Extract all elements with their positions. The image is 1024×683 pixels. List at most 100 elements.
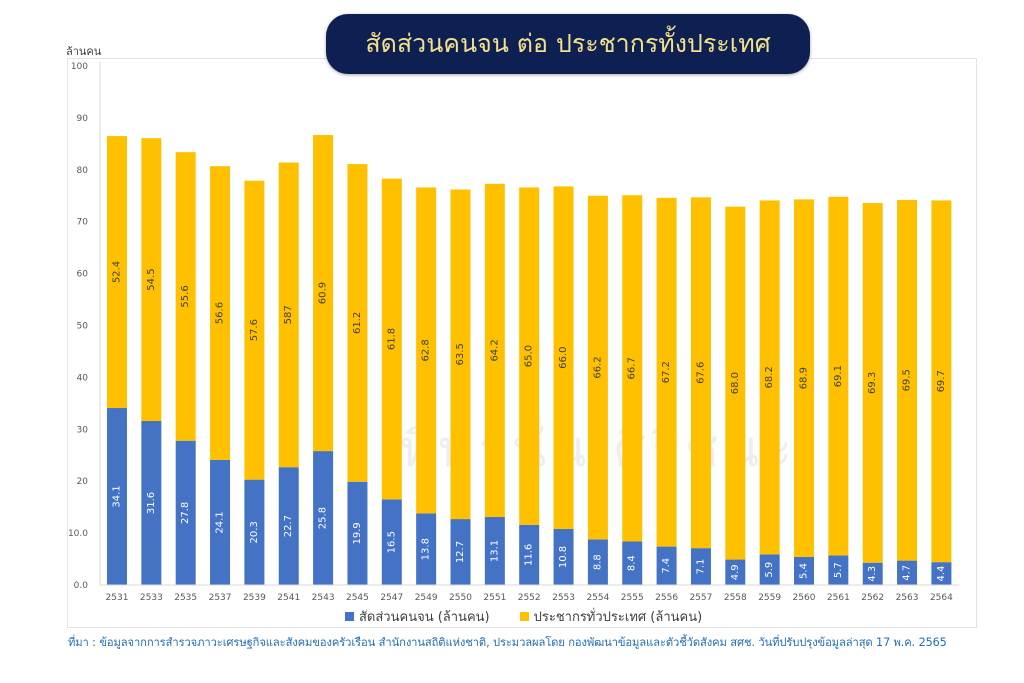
- bar-population: [175, 152, 196, 441]
- data-label-population: 65.0: [524, 345, 535, 367]
- x-tick-label: 2560: [793, 593, 816, 603]
- bar-poor: [107, 408, 127, 585]
- x-tick-label: 2551: [483, 593, 506, 603]
- data-label-population: 69.1: [833, 365, 844, 387]
- bars: 34.1 52.4 31.6 54.5 27.8 55.6 24.1 56.6 20.3 57.6…: [107, 135, 952, 585]
- y-tick-label: 70: [77, 218, 89, 228]
- bar-poor: [553, 528, 574, 585]
- bar-population: [278, 162, 299, 468]
- bar-population: [725, 206, 746, 560]
- bar-population: [347, 164, 368, 482]
- x-tick-label: 2539: [243, 593, 266, 603]
- x-tick-label: 2557: [689, 593, 712, 603]
- bar-poor: [931, 562, 952, 585]
- data-label-poor: 20.3: [249, 521, 260, 543]
- legend-item-population: ประชากรทั่วประเทศ (ล้านคน): [519, 606, 703, 627]
- data-label-poor: 13.8: [421, 538, 432, 560]
- y-tick-label: 0.0: [74, 581, 89, 591]
- legend-label-population: ประชากรทั่วประเทศ (ล้านคน): [533, 610, 703, 625]
- bar-population: [107, 136, 127, 409]
- bar-poor: [484, 517, 505, 585]
- bar-poor: [175, 440, 196, 585]
- data-label-poor: 25.8: [318, 507, 329, 529]
- bar-population: [759, 200, 780, 555]
- data-label-poor: 5.4: [799, 563, 810, 579]
- y-tick-label: 40: [77, 373, 89, 383]
- data-label-population: 55.6: [180, 285, 191, 307]
- data-label-poor: 4.4: [936, 566, 947, 582]
- y-tick-label: 30: [77, 425, 89, 435]
- data-label-population: 68.2: [764, 366, 775, 388]
- chart-title: สัดส่วนคนจน ต่อ ประชากรทั้งประเทศ: [326, 14, 810, 74]
- bar-poor: [278, 467, 299, 585]
- data-label-population: 64.2: [489, 339, 500, 361]
- x-tick-label: 2561: [827, 593, 850, 603]
- x-tick-label: 2564: [930, 593, 953, 603]
- x-tick-label: 2535: [174, 593, 197, 603]
- data-label-poor: 7.4: [661, 558, 672, 574]
- x-tick-label: 2554: [586, 593, 609, 603]
- bar-poor: [141, 420, 162, 585]
- x-tick-label: 2541: [277, 593, 300, 603]
- bar-poor: [450, 519, 471, 585]
- data-label-population: 52.4: [112, 261, 123, 283]
- x-tick-label: 2562: [861, 593, 884, 603]
- bar-population: [210, 166, 231, 460]
- source-note: ที่มา : ข้อมูลจากการสำรวจภาวะเศรษฐกิจและ…: [68, 636, 947, 649]
- bar-poor: [828, 555, 849, 585]
- bar-population: [484, 183, 505, 518]
- data-label-population: 66.0: [558, 347, 569, 369]
- bar-poor: [656, 546, 677, 585]
- bar-poor: [690, 548, 711, 585]
- x-tick-label: 2558: [724, 593, 747, 603]
- data-label-poor: 22.7: [283, 515, 294, 537]
- data-label-poor: 24.1: [215, 511, 226, 533]
- data-label-population: 69.5: [902, 369, 913, 391]
- bar-poor: [862, 562, 883, 585]
- bar-poor: [622, 541, 643, 585]
- bar-population: [141, 138, 162, 421]
- data-label-population: 68.0: [730, 372, 741, 394]
- data-label-poor: 5.9: [764, 562, 775, 578]
- data-label-population: 61.8: [386, 328, 397, 350]
- bar-poor: [897, 560, 918, 585]
- legend-swatch-poor: [345, 612, 354, 621]
- bar-population: [622, 195, 643, 542]
- bar-poor: [313, 451, 334, 585]
- data-label-poor: 27.8: [180, 502, 191, 524]
- y-axis: 0.0 10.0 20 30 40 50 60 70 80 90 100: [68, 62, 101, 591]
- bar-population: [244, 180, 265, 480]
- data-label-population: 61.2: [352, 312, 363, 334]
- data-label-population: 57.6: [249, 319, 260, 341]
- x-tick-label: 2537: [209, 593, 232, 603]
- data-label-population: 63.5: [455, 343, 466, 365]
- x-tick-label: 2549: [415, 593, 438, 603]
- y-tick-label: 10.0: [68, 529, 88, 539]
- bar-population: [690, 197, 711, 549]
- chart-title-text: สัดส่วนคนจน ต่อ ประชากรทั้งประเทศ: [365, 29, 771, 58]
- x-tick-label: 2550: [449, 593, 472, 603]
- data-label-poor: 8.4: [627, 555, 638, 571]
- data-label-population: 587: [283, 305, 294, 324]
- data-label-population: 60.9: [318, 282, 329, 304]
- x-tick-label: 2559: [758, 593, 781, 603]
- bar-population: [587, 195, 608, 540]
- bar-population: [862, 203, 883, 563]
- bar-poor: [244, 479, 265, 585]
- legend: สัดส่วนคนจน (ล้านคน) ประชากรทั่วประเทศ (…: [345, 606, 702, 627]
- bar-poor: [519, 524, 540, 585]
- data-label-poor: 31.6: [146, 492, 157, 514]
- bar-poor: [416, 513, 437, 585]
- x-tick-label: 2547: [380, 593, 403, 603]
- data-label-population: 67.6: [695, 362, 706, 384]
- x-tick-label: 2545: [346, 593, 369, 603]
- bar-population: [381, 178, 402, 500]
- x-tick-label: 2533: [140, 593, 163, 603]
- data-label-poor: 10.8: [558, 546, 569, 568]
- x-tick-label: 2555: [621, 593, 644, 603]
- bar-poor: [794, 556, 814, 585]
- data-label-population: 54.5: [146, 268, 157, 290]
- x-tick-label: 2531: [106, 593, 129, 603]
- x-tick-label: 2556: [655, 593, 678, 603]
- data-label-poor: 12.7: [455, 541, 466, 563]
